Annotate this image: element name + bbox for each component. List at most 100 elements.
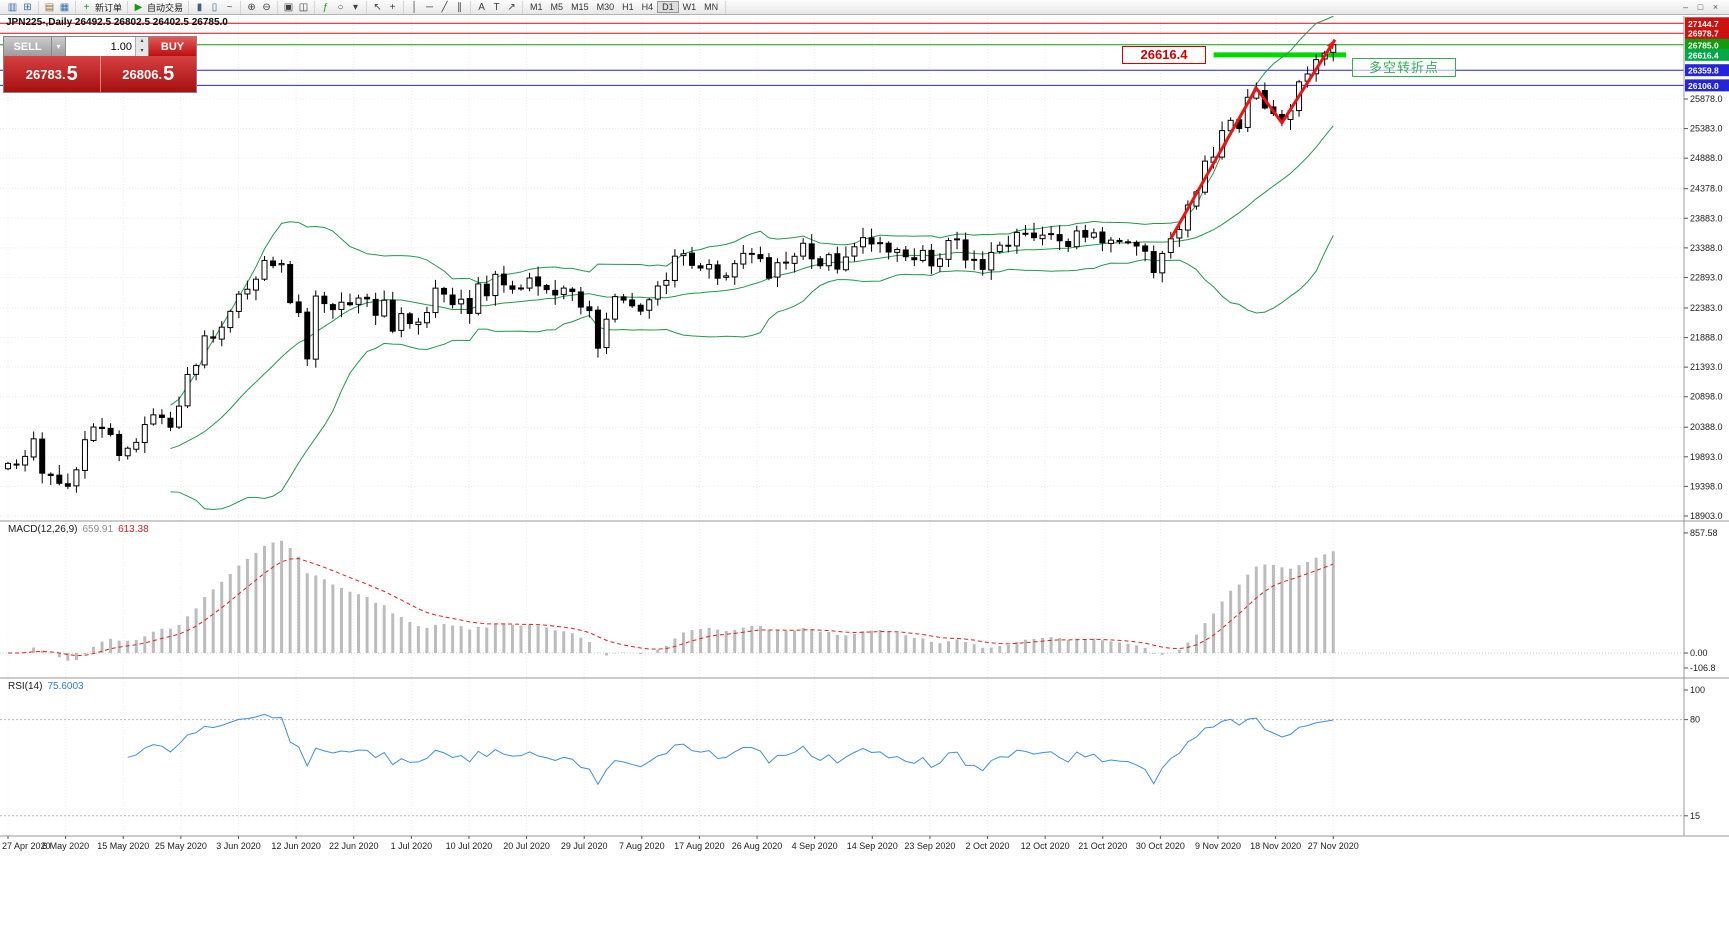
price-axis-label: 24888.0	[1690, 153, 1723, 163]
timeframe-m5[interactable]: M5	[550, 2, 564, 12]
horizontal-levels[interactable]	[0, 22, 1684, 86]
volume-input[interactable]	[66, 37, 135, 56]
macd-signal-value: 613.38	[118, 524, 149, 535]
cascade-windows-icon[interactable]: ◫	[298, 1, 309, 13]
price-axis-label: 22893.0	[1690, 272, 1723, 282]
spinner-up-icon[interactable]: ▴	[140, 38, 144, 44]
horizontal-line-icon[interactable]: ─	[425, 1, 434, 13]
price-callout-label[interactable]: 26616.4	[1122, 46, 1206, 64]
chart-title: JPN225-,Daily 26492.5 26802.5 26402.5 26…	[6, 17, 228, 28]
macd-panel	[0, 540, 1684, 661]
crosshair-icon[interactable]: +	[389, 1, 396, 13]
new-order-label[interactable]: 新订单	[95, 2, 123, 13]
date-label: 12 Oct 2020	[1021, 841, 1070, 851]
date-label: 6 May 2020	[42, 841, 89, 851]
rsi-axis-label: 100	[1690, 685, 1705, 695]
macd-indicator-label: MACD(12,26,9) 659.91 613.38	[8, 524, 149, 535]
text-icon[interactable]: A	[478, 1, 485, 13]
timeframe-h1[interactable]: H1	[622, 2, 634, 12]
minimize-icon[interactable]: –	[1682, 1, 1688, 12]
panel-separators[interactable]	[0, 16, 1729, 837]
macd-axis-label: -106.8	[1690, 663, 1716, 673]
timeframe-h4[interactable]: H4	[641, 2, 654, 12]
market-watch-icon[interactable]: ▦	[59, 1, 70, 13]
spinner-down-icon[interactable]: ▾	[140, 47, 144, 54]
line-chart-icon[interactable]: ~	[226, 1, 233, 13]
date-label: 22 Jun 2020	[329, 841, 379, 851]
price-axis-label: 22383.0	[1690, 303, 1723, 313]
tile-windows-icon[interactable]: ▣	[283, 1, 294, 13]
chart-window-icon[interactable]: ⊞	[23, 1, 32, 13]
trend-zigzag-arrow[interactable]	[1169, 38, 1337, 240]
date-label: 4 Sep 2020	[792, 841, 838, 851]
sell-price-main: 26783.	[25, 66, 66, 82]
sell-price-display[interactable]: 26783. 5	[4, 56, 101, 92]
indicator-axis[interactable]: 857.58 0.00 -106.8 100 80 15	[1684, 528, 1718, 821]
date-label: 21 Oct 2020	[1078, 841, 1127, 851]
autotrading-icon[interactable]: ▶	[134, 1, 143, 13]
bollinger-lower-line	[170, 235, 1334, 510]
bollinger-upper-line	[170, 15, 1334, 406]
sell-button[interactable]: SELL	[4, 37, 52, 56]
price-axis-label: 25878.0	[1690, 94, 1723, 104]
price-axis-label: 20388.0	[1690, 422, 1723, 432]
templates-icon[interactable]: ▾	[353, 1, 359, 13]
vertical-line-icon[interactable]: │	[411, 1, 418, 13]
rsi-axis-label: 80	[1690, 715, 1700, 725]
rsi-panel	[0, 713, 1684, 817]
timeframe-m30[interactable]: M30	[596, 2, 615, 12]
price-axis-label: 18903.0	[1690, 511, 1723, 521]
date-label: 2 Oct 2020	[966, 841, 1010, 851]
volume-stepper[interactable]: ▴ ▾	[135, 37, 148, 56]
buy-price-display[interactable]: 26806. 5	[100, 56, 196, 92]
text-label-icon[interactable]: T	[493, 1, 500, 13]
indicators-icon[interactable]: ƒ	[322, 1, 329, 13]
macd-axis-label: 0.00	[1690, 648, 1708, 658]
macd-axis-label: 857.58	[1690, 528, 1718, 538]
date-label: 27 Apr 2020	[2, 841, 51, 851]
chevron-down-icon[interactable]: ▾	[52, 37, 66, 56]
candlestick-chart-icon[interactable]: ▯	[211, 1, 218, 13]
profiles-icon[interactable]: ▤	[44, 1, 55, 13]
zoom-out-icon[interactable]: ⊖	[262, 1, 271, 13]
buy-price-fraction: 5	[163, 62, 175, 85]
close-icon[interactable]: ×	[1712, 1, 1719, 12]
sell-price-fraction: 5	[66, 62, 78, 85]
rsi-name: RSI(14)	[8, 681, 43, 692]
timeframe-m15[interactable]: M15	[571, 2, 589, 12]
level-price-label: 26978.7	[1688, 29, 1719, 39]
level-price-label: 26616.4	[1688, 50, 1719, 60]
date-label: 12 Jun 2020	[271, 841, 321, 851]
turning-point-note[interactable]: 多空转折点	[1352, 58, 1456, 77]
cursor-icon[interactable]: ↖	[373, 1, 382, 13]
grid	[0, 16, 1684, 836]
new-order-icon[interactable]: +	[83, 1, 90, 13]
level-price-label: 26359.8	[1688, 66, 1719, 76]
macd-main-value: 659.91	[82, 524, 114, 535]
price-axis-label: 24378.0	[1690, 184, 1723, 194]
channel-icon[interactable]: ∥	[457, 1, 463, 13]
date-label: 9 Nov 2020	[1195, 841, 1241, 851]
timeframe-m1[interactable]: M1	[530, 2, 543, 12]
price-axis-label: 21393.0	[1690, 362, 1723, 372]
price-axis[interactable]: 25878.0 25383.0 24888.0 24378.0 23883.0 23388…	[1684, 17, 1729, 521]
arrow-icon[interactable]: ↗	[507, 1, 516, 13]
trendline-icon[interactable]: ╱	[441, 1, 448, 13]
bar-chart-icon[interactable]: ▮	[196, 1, 203, 13]
autotrading-label[interactable]: 自动交易	[147, 2, 184, 13]
restore-icon[interactable]: □	[1697, 1, 1704, 12]
periods-icon[interactable]: ○	[337, 1, 344, 13]
timeframe-d1[interactable]: D1	[657, 1, 679, 13]
price-axis-label: 19893.0	[1690, 452, 1723, 462]
rsi-axis-label: 15	[1690, 811, 1700, 821]
zoom-in-icon[interactable]: ⊕	[247, 1, 256, 13]
bollinger-middle-line	[170, 125, 1334, 450]
timeframe-mn[interactable]: MN	[704, 2, 719, 12]
new-chart-icon[interactable]: ▥	[7, 1, 18, 13]
one-click-trading-panel: SELL ▾ ▴ ▾ BUY 26783. 5 26806. 5	[3, 36, 197, 93]
buy-button[interactable]: BUY	[149, 37, 196, 56]
rsi-line	[127, 713, 1334, 786]
timeframe-w1[interactable]: W1	[682, 2, 697, 12]
